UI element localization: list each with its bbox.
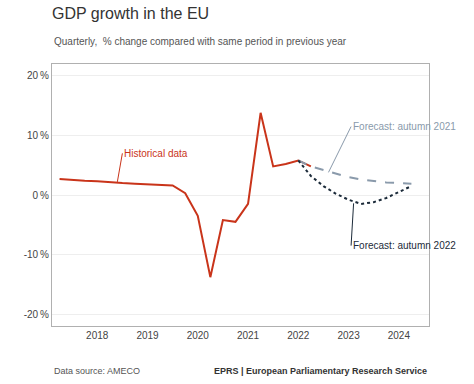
svg-text:2021: 2021 [237,330,260,341]
svg-text:Forecast: autumn 2021: Forecast: autumn 2021 [353,121,456,132]
svg-text:2022: 2022 [287,330,310,341]
svg-text:Historical data: Historical data [124,148,188,159]
svg-text:Data source: AMECO: Data source: AMECO [54,366,140,376]
svg-text:GDP growth in the EU: GDP growth in the EU [52,5,209,22]
svg-text:-10 %: -10 % [24,249,49,260]
svg-text:2020: 2020 [187,330,210,341]
svg-text:EPRS | European Parliamentary: EPRS | European Parliamentary Research S… [214,366,427,376]
svg-text:2023: 2023 [337,330,360,341]
svg-text:Forecast: autumn 2022: Forecast: autumn 2022 [353,240,456,251]
svg-text:2024: 2024 [388,330,411,341]
svg-text:2018: 2018 [86,330,109,341]
svg-text:0 %: 0 % [33,190,50,201]
svg-text:Quarterly, % change compared: Quarterly, % change compared with same p… [54,36,347,47]
svg-text:-20 %: -20 % [24,309,49,320]
svg-text:2019: 2019 [136,330,159,341]
svg-text:10 %: 10 % [27,130,49,141]
svg-text:20 %: 20 % [27,70,49,81]
